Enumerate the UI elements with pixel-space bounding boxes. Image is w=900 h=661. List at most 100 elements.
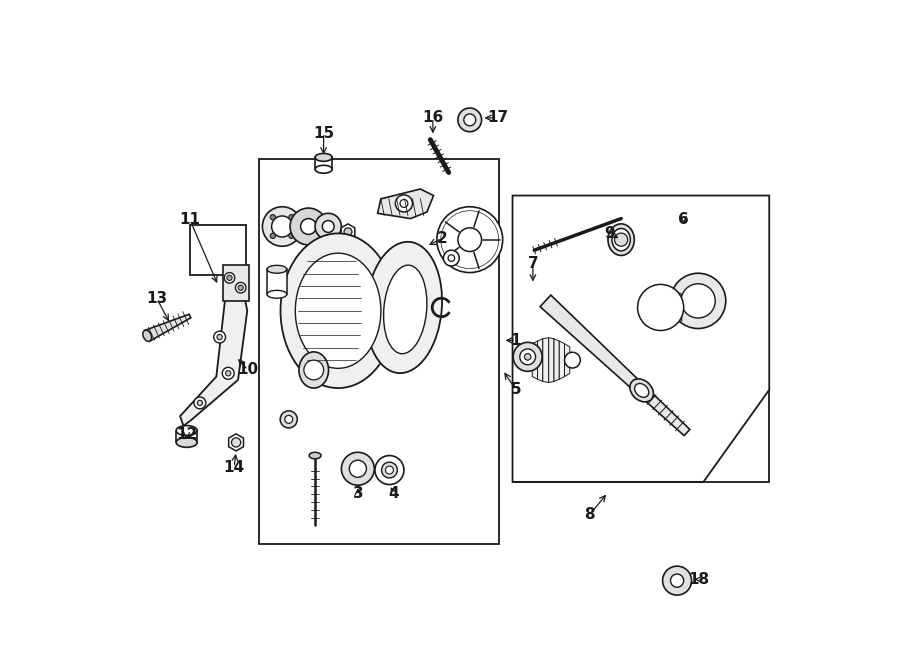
Bar bbox=[259, 159, 500, 545]
Circle shape bbox=[289, 215, 294, 220]
Polygon shape bbox=[559, 341, 564, 379]
Circle shape bbox=[236, 282, 246, 293]
Circle shape bbox=[272, 216, 292, 237]
Bar bbox=[223, 264, 249, 301]
Circle shape bbox=[670, 273, 725, 329]
Text: 4: 4 bbox=[389, 486, 400, 501]
Circle shape bbox=[375, 455, 404, 485]
Text: 1: 1 bbox=[510, 333, 521, 348]
Circle shape bbox=[464, 114, 476, 126]
Ellipse shape bbox=[315, 153, 332, 161]
Circle shape bbox=[315, 214, 341, 240]
Polygon shape bbox=[661, 286, 666, 329]
Ellipse shape bbox=[267, 265, 287, 273]
Polygon shape bbox=[564, 344, 570, 377]
Bar bbox=[647, 229, 724, 380]
Polygon shape bbox=[512, 196, 770, 482]
Polygon shape bbox=[341, 224, 355, 240]
Circle shape bbox=[217, 334, 222, 340]
Polygon shape bbox=[537, 338, 543, 381]
Ellipse shape bbox=[315, 165, 332, 173]
Polygon shape bbox=[666, 288, 671, 327]
Text: 6: 6 bbox=[679, 212, 689, 227]
Circle shape bbox=[444, 251, 459, 266]
Ellipse shape bbox=[299, 352, 328, 388]
Text: 14: 14 bbox=[223, 460, 245, 475]
Circle shape bbox=[231, 438, 240, 447]
Circle shape bbox=[564, 352, 580, 368]
Ellipse shape bbox=[176, 426, 197, 436]
Text: 10: 10 bbox=[238, 362, 258, 377]
Text: 13: 13 bbox=[147, 292, 167, 307]
Bar bbox=[190, 225, 246, 274]
Circle shape bbox=[458, 108, 482, 132]
Circle shape bbox=[382, 462, 397, 478]
Circle shape bbox=[400, 200, 408, 208]
Text: 7: 7 bbox=[527, 256, 538, 271]
Circle shape bbox=[662, 566, 691, 595]
Circle shape bbox=[301, 219, 317, 235]
Circle shape bbox=[520, 349, 536, 365]
Ellipse shape bbox=[630, 379, 653, 402]
Circle shape bbox=[615, 233, 627, 247]
Ellipse shape bbox=[267, 290, 287, 298]
Circle shape bbox=[344, 228, 352, 236]
Circle shape bbox=[270, 233, 275, 239]
Polygon shape bbox=[540, 295, 689, 436]
Text: 18: 18 bbox=[688, 572, 709, 587]
Circle shape bbox=[385, 466, 393, 474]
Circle shape bbox=[213, 331, 226, 343]
Circle shape bbox=[197, 401, 202, 406]
Circle shape bbox=[637, 284, 684, 330]
Circle shape bbox=[448, 254, 454, 261]
Circle shape bbox=[395, 195, 412, 212]
Ellipse shape bbox=[281, 233, 396, 388]
Text: 5: 5 bbox=[510, 382, 521, 397]
Circle shape bbox=[304, 360, 324, 380]
Ellipse shape bbox=[143, 330, 151, 341]
Polygon shape bbox=[532, 341, 537, 379]
Ellipse shape bbox=[295, 253, 381, 368]
Polygon shape bbox=[543, 338, 549, 383]
Polygon shape bbox=[229, 434, 244, 451]
Circle shape bbox=[290, 208, 327, 245]
Circle shape bbox=[458, 228, 482, 252]
Polygon shape bbox=[549, 338, 554, 383]
Circle shape bbox=[227, 275, 232, 280]
Polygon shape bbox=[145, 314, 191, 341]
Circle shape bbox=[194, 397, 206, 408]
Circle shape bbox=[289, 233, 294, 239]
Circle shape bbox=[349, 460, 366, 477]
Text: 8: 8 bbox=[584, 507, 595, 522]
Polygon shape bbox=[378, 189, 434, 219]
Ellipse shape bbox=[309, 452, 321, 459]
Text: 3: 3 bbox=[353, 486, 364, 501]
Text: 17: 17 bbox=[487, 110, 508, 126]
Ellipse shape bbox=[383, 265, 427, 354]
Circle shape bbox=[513, 342, 542, 371]
Circle shape bbox=[222, 368, 234, 379]
Circle shape bbox=[670, 574, 684, 587]
Circle shape bbox=[226, 371, 230, 376]
Text: 12: 12 bbox=[176, 427, 197, 442]
Text: 11: 11 bbox=[179, 212, 201, 227]
Circle shape bbox=[525, 354, 531, 360]
Circle shape bbox=[284, 415, 292, 423]
Text: 2: 2 bbox=[436, 231, 447, 246]
Polygon shape bbox=[554, 338, 559, 381]
Circle shape bbox=[280, 410, 297, 428]
Circle shape bbox=[224, 272, 235, 283]
Ellipse shape bbox=[365, 242, 442, 373]
Circle shape bbox=[341, 452, 374, 485]
Text: 16: 16 bbox=[422, 110, 444, 126]
Polygon shape bbox=[671, 290, 677, 326]
Circle shape bbox=[238, 285, 243, 290]
Circle shape bbox=[681, 284, 716, 318]
Circle shape bbox=[270, 215, 275, 220]
Ellipse shape bbox=[176, 438, 197, 447]
Text: 15: 15 bbox=[313, 126, 334, 141]
Bar bbox=[519, 288, 598, 426]
Ellipse shape bbox=[608, 224, 634, 255]
Polygon shape bbox=[361, 288, 374, 334]
Polygon shape bbox=[677, 292, 681, 323]
